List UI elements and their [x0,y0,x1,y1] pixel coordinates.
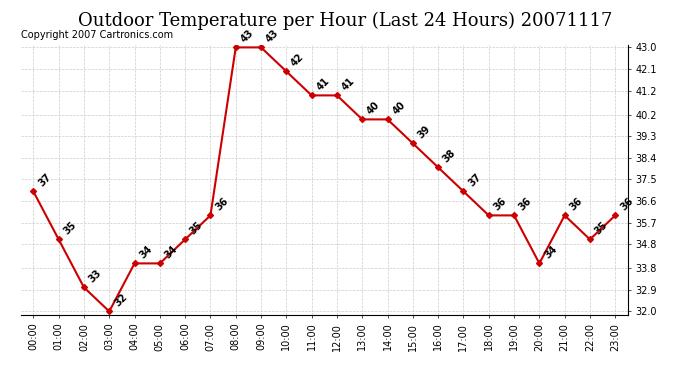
Text: 40: 40 [391,100,407,117]
Text: 32: 32 [112,292,129,309]
Text: 36: 36 [517,196,533,213]
Text: Outdoor Temperature per Hour (Last 24 Hours) 20071117: Outdoor Temperature per Hour (Last 24 Ho… [78,11,612,30]
Text: 34: 34 [163,244,179,261]
Text: 33: 33 [87,268,104,285]
Text: 34: 34 [137,244,154,261]
Text: 36: 36 [213,196,230,213]
Text: 41: 41 [315,76,331,93]
Text: 40: 40 [365,100,382,117]
Text: Copyright 2007 Cartronics.com: Copyright 2007 Cartronics.com [21,30,172,40]
Text: 41: 41 [340,76,357,93]
Text: 36: 36 [492,196,509,213]
Text: 37: 37 [466,172,483,189]
Text: 35: 35 [593,220,609,237]
Text: 37: 37 [37,172,53,189]
Text: 35: 35 [188,220,205,237]
Text: 42: 42 [289,52,306,69]
Text: 43: 43 [239,28,255,45]
Text: 36: 36 [568,196,584,213]
Text: 36: 36 [618,196,635,213]
Text: 43: 43 [264,28,281,45]
Text: 38: 38 [441,148,458,165]
Text: 39: 39 [416,124,433,141]
Text: 34: 34 [542,244,559,261]
Text: 35: 35 [61,220,78,237]
